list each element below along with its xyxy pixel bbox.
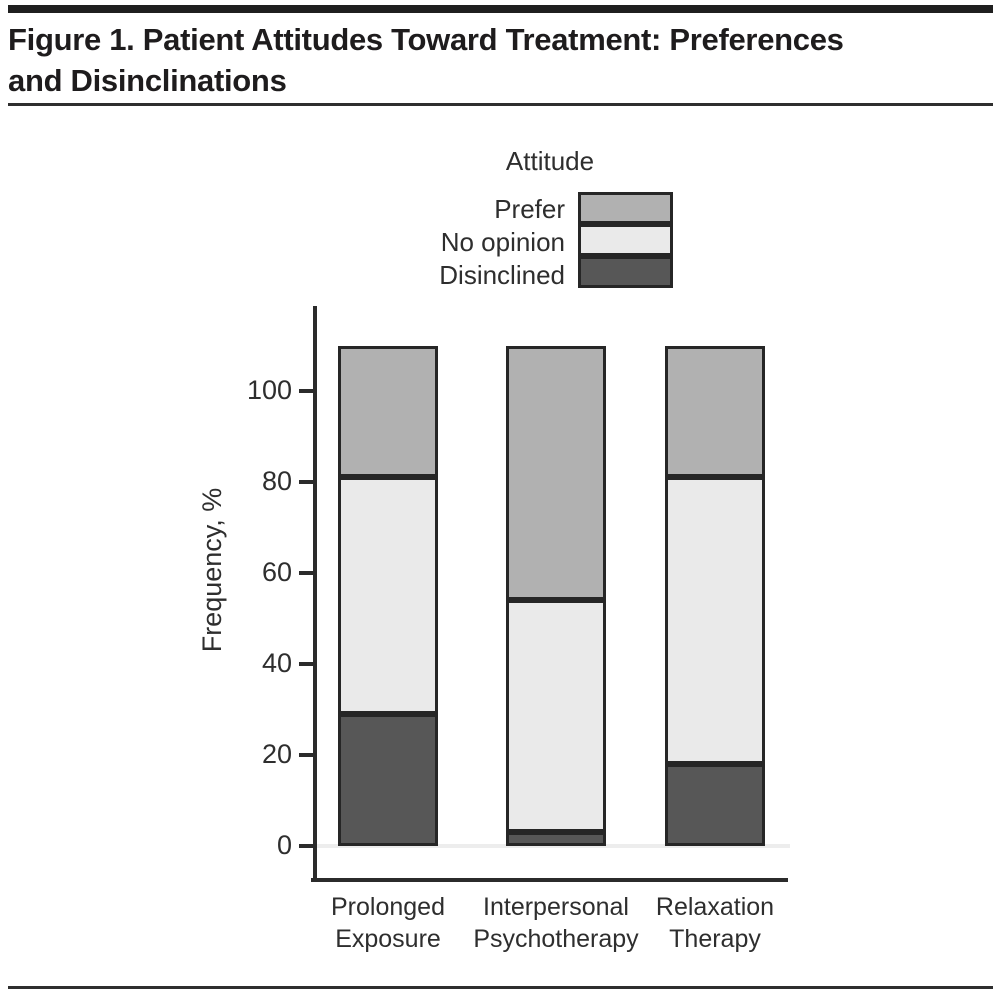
bar-0-segment-disinclined <box>338 714 438 846</box>
bar-2-segment-no-opinion <box>665 477 765 765</box>
bar-1-segment-no-opinion <box>506 600 606 833</box>
y-tick-40 <box>299 662 314 666</box>
bar-1-segment-disinclined <box>506 832 606 846</box>
legend-label-prefer: Prefer <box>494 194 565 224</box>
y-tick-0 <box>299 844 314 848</box>
legend-swatch-prefer <box>578 192 673 224</box>
y-tick-label-100: 100 <box>246 375 292 405</box>
legend-label-disinclined: Disinclined <box>439 260 565 290</box>
y-axis-line <box>313 306 317 882</box>
y-axis-label: Frequency, % <box>197 487 227 653</box>
y-tick-label-60: 60 <box>261 557 292 587</box>
x-axis-line <box>311 878 788 882</box>
bar-1-segment-prefer <box>506 345 606 601</box>
legend-swatch-disinclined <box>578 256 673 288</box>
figure-bottom-rule <box>8 986 993 989</box>
figure-title-line-2: and Disinclinations <box>8 63 287 98</box>
bar-0-segment-no-opinion <box>338 477 438 715</box>
y-tick-100 <box>299 389 314 393</box>
figure-title-line-1: Figure 1. Patient Attitudes Toward Treat… <box>8 22 844 57</box>
figure-title: Figure 1. Patient Attitudes Toward Treat… <box>8 19 983 101</box>
bar-0-segment-prefer <box>338 345 438 478</box>
y-tick-label-20: 20 <box>261 739 292 769</box>
title-divider-rule <box>8 103 993 106</box>
legend-swatch-no-opinion <box>578 224 673 256</box>
bar-2-segment-disinclined <box>665 764 765 846</box>
legend-label-no-opinion: No opinion <box>440 227 565 257</box>
x-category-label-0: Prolonged Exposure <box>331 893 445 953</box>
bar-2-segment-prefer <box>665 345 765 478</box>
legend-title: Attitude <box>505 146 595 176</box>
zero-gridline <box>315 844 790 848</box>
x-category-label-1: Interpersonal Psychotherapy <box>473 893 639 953</box>
y-tick-label-80: 80 <box>261 466 292 496</box>
y-tick-20 <box>299 753 314 757</box>
y-tick-80 <box>299 480 314 484</box>
y-tick-60 <box>299 571 314 575</box>
y-tick-label-0: 0 <box>276 830 292 860</box>
y-tick-label-40: 40 <box>261 648 292 678</box>
x-category-label-2: Relaxation Therapy <box>655 893 775 953</box>
figure-top-bar <box>8 5 993 13</box>
legend-swatches <box>578 192 673 288</box>
